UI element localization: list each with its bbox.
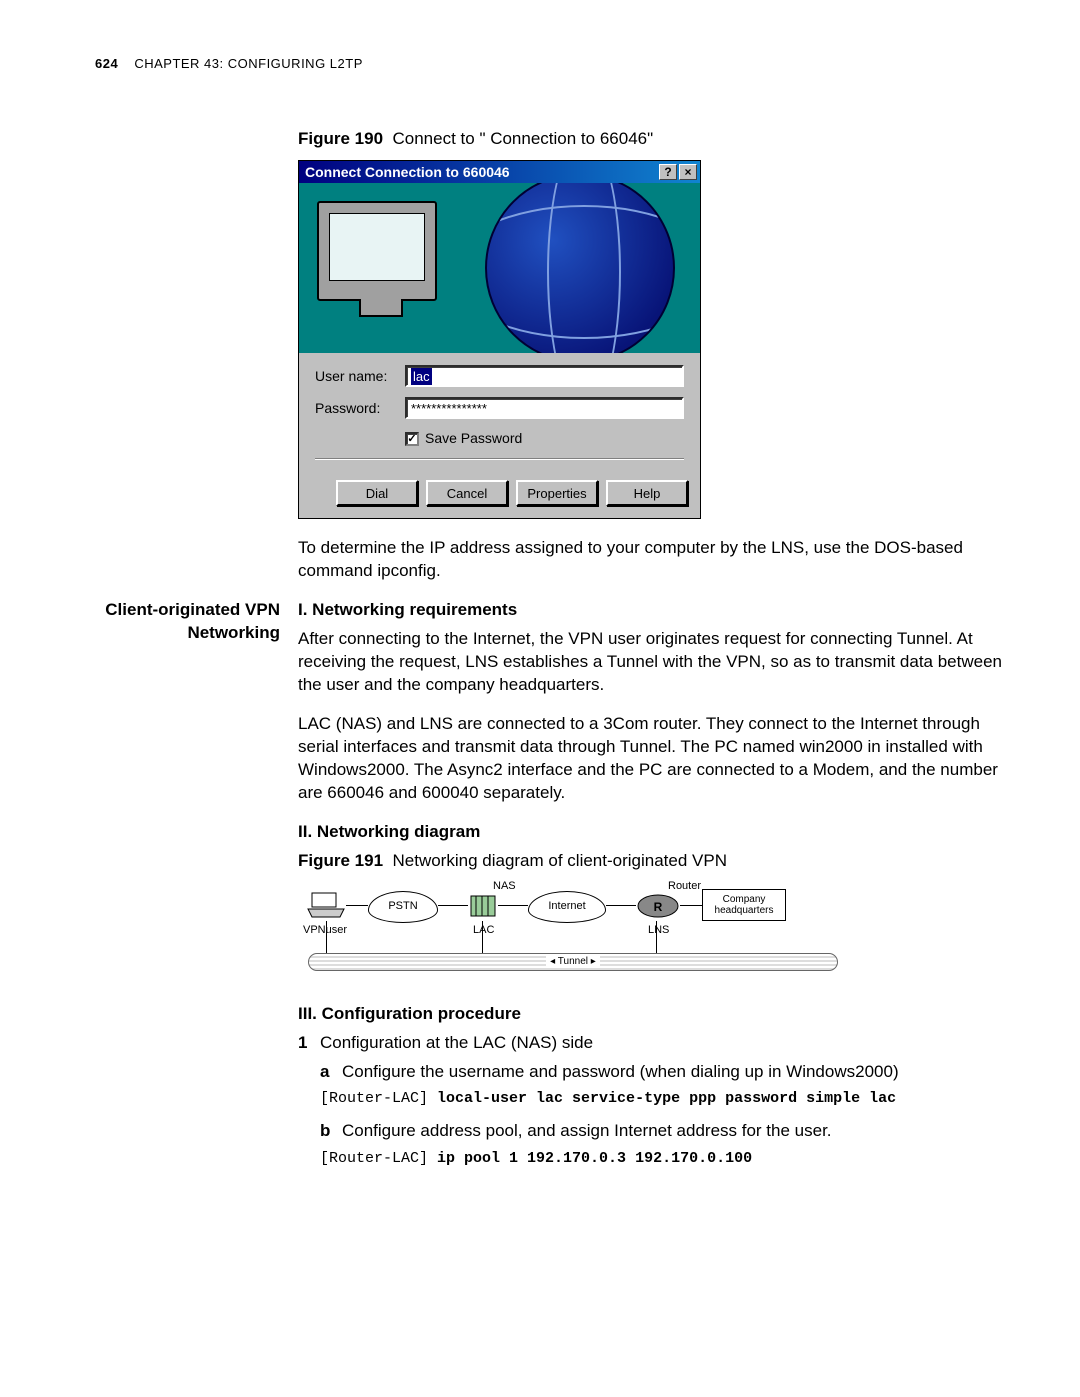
label-router: Router: [668, 879, 701, 894]
paragraph-req-2: LAC (NAS) and LNS are connected to a 3Co…: [298, 713, 1010, 805]
help-button[interactable]: Help: [606, 480, 688, 506]
dialog-title: Connect Connection to 660046: [305, 163, 510, 182]
step-1: 1 Configuration at the LAC (NAS) side: [298, 1032, 1010, 1055]
heading-configuration-procedure: III. Configuration procedure: [298, 1003, 1010, 1026]
section-side-title-1: Client-originated VPN: [95, 599, 280, 622]
paragraph-req-1: After connecting to the Internet, the VP…: [298, 628, 1010, 697]
svg-text:R: R: [654, 900, 663, 914]
monitor-icon: [317, 201, 437, 301]
username-label: User name:: [315, 367, 405, 386]
username-input[interactable]: lac: [405, 365, 684, 387]
dialog-banner: [299, 183, 700, 353]
globe-icon: [485, 183, 675, 353]
chapter-title: CHAPTER 43: CONFIGURING L2TP: [134, 56, 363, 71]
close-titlebar-button[interactable]: ×: [679, 164, 697, 180]
connect-dialog: Connect Connection to 660046 ? × User na…: [298, 160, 701, 519]
pstn-cloud: PSTN: [368, 891, 438, 923]
code-block-1: [Router-LAC] local-user lac service-type…: [320, 1089, 1010, 1109]
figure-190-caption: Figure 190 Connect to " Connection to 66…: [298, 128, 1010, 151]
page-header: 624 CHAPTER 43: CONFIGURING L2TP: [95, 55, 1010, 73]
dial-button[interactable]: Dial: [336, 480, 418, 506]
heading-networking-diagram: II. Networking diagram: [298, 821, 1010, 844]
divider: [315, 458, 684, 460]
password-label: Password:: [315, 399, 405, 418]
dialog-titlebar: Connect Connection to 660046 ? ×: [299, 161, 700, 183]
figure-191-caption: Figure 191 Networking diagram of client-…: [298, 850, 1010, 873]
label-lns: LNS: [648, 923, 669, 938]
password-input[interactable]: ***************: [405, 397, 684, 419]
step-1a: a Configure the username and password (w…: [320, 1061, 1010, 1084]
tunnel: ◂ Tunnel ▸: [308, 953, 838, 971]
label-lac: LAC: [473, 923, 494, 938]
label-nas: NAS: [493, 879, 516, 894]
help-titlebar-button[interactable]: ?: [659, 164, 677, 180]
heading-networking-requirements: I. Networking requirements: [298, 599, 1010, 622]
code-block-2: [Router-LAC] ip pool 1 192.170.0.3 192.1…: [320, 1149, 1010, 1169]
section-side-title-2: Networking: [95, 622, 280, 645]
company-hq-box: Company headquarters: [702, 889, 786, 921]
router-icon: R: [636, 893, 680, 919]
figure-190-label: Figure 190: [298, 129, 383, 148]
figure-191-label: Figure 191: [298, 851, 383, 870]
laptop-icon: [306, 891, 346, 919]
properties-button[interactable]: Properties: [516, 480, 598, 506]
paragraph-ipconfig: To determine the IP address assigned to …: [298, 537, 1010, 583]
save-password-checkbox[interactable]: ✓: [405, 432, 419, 446]
nas-icon: [468, 893, 498, 919]
internet-cloud: Internet: [528, 891, 606, 923]
step-1b: b Configure address pool, and assign Int…: [320, 1120, 1010, 1143]
save-password-label: Save Password: [425, 429, 522, 448]
cancel-button[interactable]: Cancel: [426, 480, 508, 506]
page-number: 624: [95, 56, 118, 71]
network-diagram: VPNuser PSTN NAS LAC Internet Router R: [298, 883, 858, 983]
